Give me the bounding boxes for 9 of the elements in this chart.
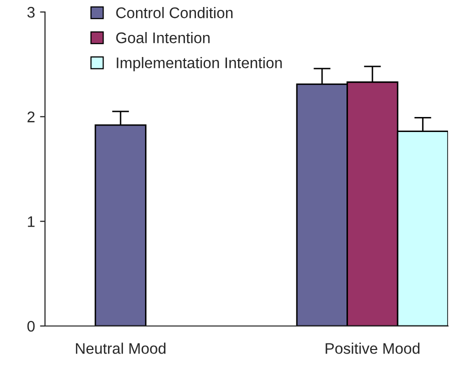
x-tick-label: Positive Mood — [326, 342, 420, 354]
x-tick-label: Neutral Mood — [76, 342, 166, 354]
y-tick-label: 2 — [28, 112, 35, 122]
y-tick-label: 1 — [28, 216, 35, 227]
y-tick-label: 3 — [27, 6, 35, 18]
legend-label: Goal Intention — [116, 32, 210, 44]
legend-label: Implementation Intention — [116, 57, 282, 72]
legend-label: Control Condition — [116, 6, 232, 18]
y-tick-label: 0 — [27, 320, 35, 332]
